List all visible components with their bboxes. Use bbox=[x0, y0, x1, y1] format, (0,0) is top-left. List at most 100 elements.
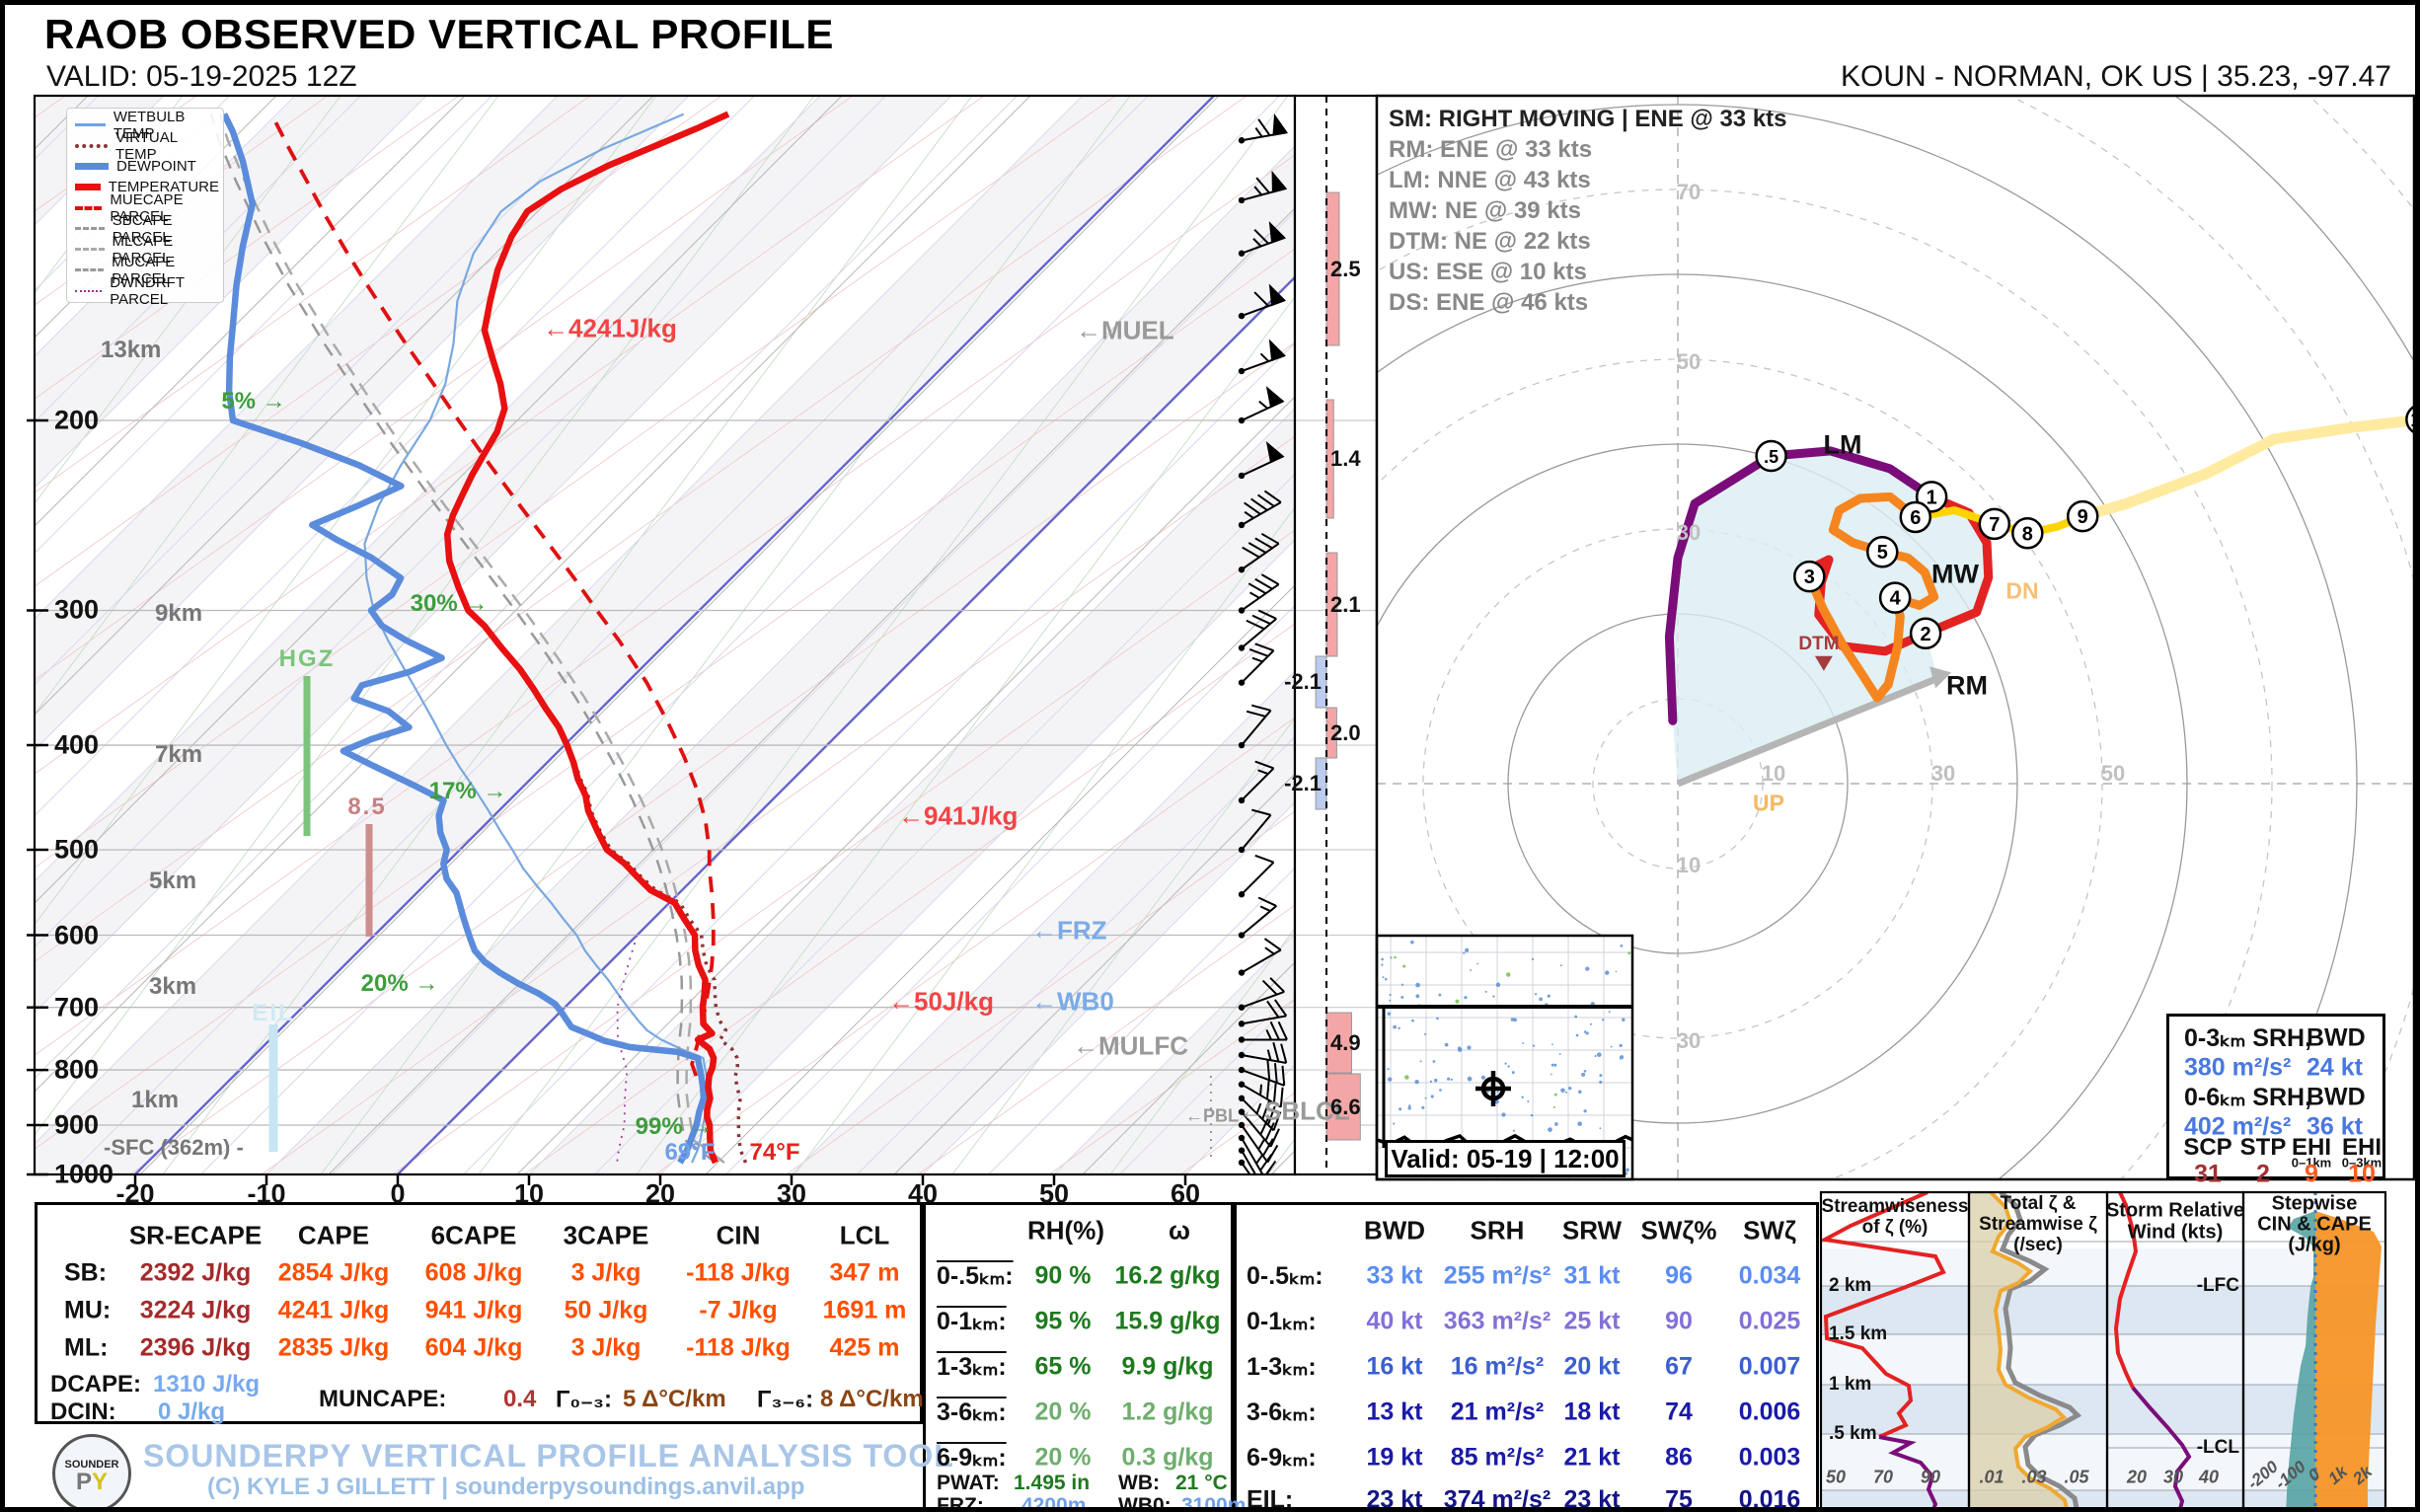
stats-cell: 3224 J/kg bbox=[139, 1296, 252, 1324]
legend-item-dwndrft: DWNDRFT PARCEL bbox=[75, 274, 219, 308]
moisture-stats-box bbox=[923, 1202, 1234, 1507]
stats-cell: -7 J/kg bbox=[699, 1296, 778, 1324]
stats-cell: -118 J/kg bbox=[686, 1333, 791, 1362]
mixing-ratio-value: 16.2 g/kg bbox=[1114, 1261, 1221, 1290]
srh-box-value: 380 m²/s² bbox=[2184, 1053, 2292, 1082]
srh-box-value: 36 kt bbox=[2307, 1112, 2363, 1141]
kin-cell: 90 bbox=[1665, 1307, 1693, 1335]
sounderpy-logo: SOUNDER PY bbox=[52, 1434, 131, 1507]
kin-cell: 18 kt bbox=[1563, 1398, 1621, 1426]
mixing-ratio-value: 15.9 g/kg bbox=[1114, 1307, 1221, 1335]
p1-height-label: 2 km bbox=[1829, 1275, 1872, 1296]
wb0-label: WB0: bbox=[1118, 1494, 1172, 1512]
height-label: 9km bbox=[155, 600, 203, 627]
stats-cell: 425 m bbox=[829, 1333, 900, 1362]
kin-cell: 75 bbox=[1665, 1485, 1693, 1512]
p1-tick: 70 bbox=[1872, 1467, 1894, 1487]
legend-swatch-sbcape bbox=[75, 227, 105, 230]
index-value: 10 bbox=[2348, 1160, 2376, 1188]
legend-label: TEMPERATURE bbox=[108, 179, 219, 195]
kin-cell: 363 m²/s² bbox=[1443, 1307, 1551, 1335]
hodo-ring-label: 70 bbox=[1676, 180, 1702, 204]
legend-swatch-temperature bbox=[75, 184, 101, 190]
muncape-value: 0.4 bbox=[503, 1386, 537, 1412]
p3-tick: 20 bbox=[2126, 1467, 2148, 1487]
height-label: 5km bbox=[149, 868, 197, 894]
rh-profile-label: 20% → bbox=[360, 970, 439, 997]
temp-axis-label: 0 bbox=[390, 1178, 406, 1209]
svg-text:6: 6 bbox=[1910, 507, 1921, 529]
rh-value: 20 % bbox=[1034, 1443, 1092, 1472]
index-sub: 0–3km bbox=[2341, 1155, 2382, 1171]
omega-header: ω bbox=[1169, 1215, 1190, 1246]
hgz-label: HGZ bbox=[278, 645, 336, 672]
omega-value: 1.4 bbox=[1330, 446, 1361, 471]
level-annotation: ←50J/kg bbox=[888, 986, 994, 1017]
hodo-info-line: RM: ENE @ 33 kts bbox=[1389, 136, 1593, 163]
wb-value: 21 °C bbox=[1175, 1472, 1228, 1494]
pressure-label: 400 bbox=[54, 729, 100, 760]
rh-value: 65 % bbox=[1034, 1352, 1092, 1381]
kin-row-label: 1-3ₖₘ: bbox=[1247, 1353, 1317, 1381]
lapse36-value: 8 Δ°C/km bbox=[820, 1386, 924, 1412]
stats-cell: 3 J/kg bbox=[570, 1258, 642, 1287]
kin-cell: 13 kt bbox=[1366, 1398, 1423, 1426]
lapse36-label: Γ₃₋₆: bbox=[757, 1386, 814, 1413]
kin-col-header: SWζ bbox=[1743, 1215, 1796, 1246]
kin-row-label: 0-.5ₖₘ: bbox=[1247, 1262, 1323, 1290]
omega-value: -2.1 bbox=[1284, 771, 1322, 795]
wb0-value: 3100m bbox=[1181, 1494, 1247, 1512]
kin-cell: 21 m²/s² bbox=[1450, 1398, 1545, 1426]
storm-motion-label-dn: DN bbox=[2005, 577, 2039, 604]
rh-profile-label: 99% → bbox=[635, 1113, 714, 1140]
kin-cell: 31 kt bbox=[1563, 1261, 1621, 1290]
level-line-label: -LCL bbox=[2196, 1437, 2239, 1458]
legend-swatch-mlcape bbox=[75, 248, 105, 251]
level-line-label: -LFC bbox=[2196, 1275, 2239, 1296]
kin-cell: 23 kt bbox=[1366, 1485, 1423, 1512]
temp-axis-label: -10 bbox=[247, 1178, 286, 1209]
hodo-info-line: US: ESE @ 10 kts bbox=[1389, 259, 1587, 285]
rh-profile-label: 30% → bbox=[410, 590, 489, 617]
kin-cell: 255 m²/s² bbox=[1443, 1261, 1551, 1290]
p4-title: Stepwise bbox=[2271, 1192, 2358, 1215]
skewt-legend: WETBULB TEMP VIRTUAL TEMP DEWPOINT TEMPERAT… bbox=[66, 108, 224, 308]
legend-swatch-dewpoint bbox=[75, 163, 109, 170]
index-value: 2 bbox=[2256, 1160, 2270, 1188]
stats-cell: 941 J/kg bbox=[424, 1296, 523, 1324]
rh-value: 20 % bbox=[1034, 1398, 1092, 1426]
level-annotation: ←FRZ bbox=[1031, 915, 1107, 945]
temp-axis-label: 10 bbox=[513, 1178, 545, 1209]
stats-cell: 347 m bbox=[829, 1258, 900, 1287]
stats-col-header: SR-ECAPE bbox=[128, 1220, 263, 1250]
omega-value: 6.6 bbox=[1330, 1094, 1361, 1119]
page-title: RAOB OBSERVED VERTICAL PROFILE bbox=[44, 11, 834, 57]
temp-axis-label: 40 bbox=[907, 1178, 939, 1209]
stats-row-label: MU: bbox=[64, 1296, 112, 1324]
text-overlay: RAOB OBSERVED VERTICAL PROFILE VALID: 05… bbox=[5, 5, 2415, 1507]
srh-box-label: BWD bbox=[2307, 1083, 2366, 1111]
svg-text:10: 10 bbox=[2410, 410, 2420, 431]
kin-cell: 23 kt bbox=[1563, 1485, 1621, 1512]
kin-cell: 96 bbox=[1665, 1261, 1693, 1290]
rh-profile-label: 17% → bbox=[428, 778, 507, 804]
surface-temp-label: 69°F bbox=[664, 1139, 716, 1166]
pressure-label: 900 bbox=[54, 1109, 100, 1140]
svg-text:9: 9 bbox=[2078, 506, 2088, 528]
stats-cell: 50 J/kg bbox=[564, 1296, 648, 1324]
temp-axis-label: 60 bbox=[1170, 1178, 1201, 1209]
dcin-label: DCIN: bbox=[50, 1399, 116, 1425]
storm-motion-label-up: UP bbox=[1753, 790, 1784, 816]
p4-title: CIN & CAPE bbox=[2257, 1213, 2372, 1236]
level-annotation: ←SBLCL bbox=[1239, 1096, 1350, 1126]
lapse-label: 8.5 bbox=[347, 794, 387, 820]
lapse03-value: 5 Δ°C/km bbox=[623, 1386, 726, 1412]
p1-title: Streamwiseness bbox=[1821, 1196, 1969, 1217]
srh-box-value: 402 m²/s² bbox=[2184, 1112, 2292, 1141]
p1-height-label: 1.5 km bbox=[1829, 1323, 1888, 1344]
svg-text:8: 8 bbox=[2022, 523, 2033, 545]
svg-text:.5: .5 bbox=[1764, 447, 1778, 467]
footer-credit: (C) KYLE J GILLETT | sounderpysoundings.… bbox=[207, 1474, 805, 1500]
p1-height-label: 1 km bbox=[1829, 1374, 1872, 1395]
